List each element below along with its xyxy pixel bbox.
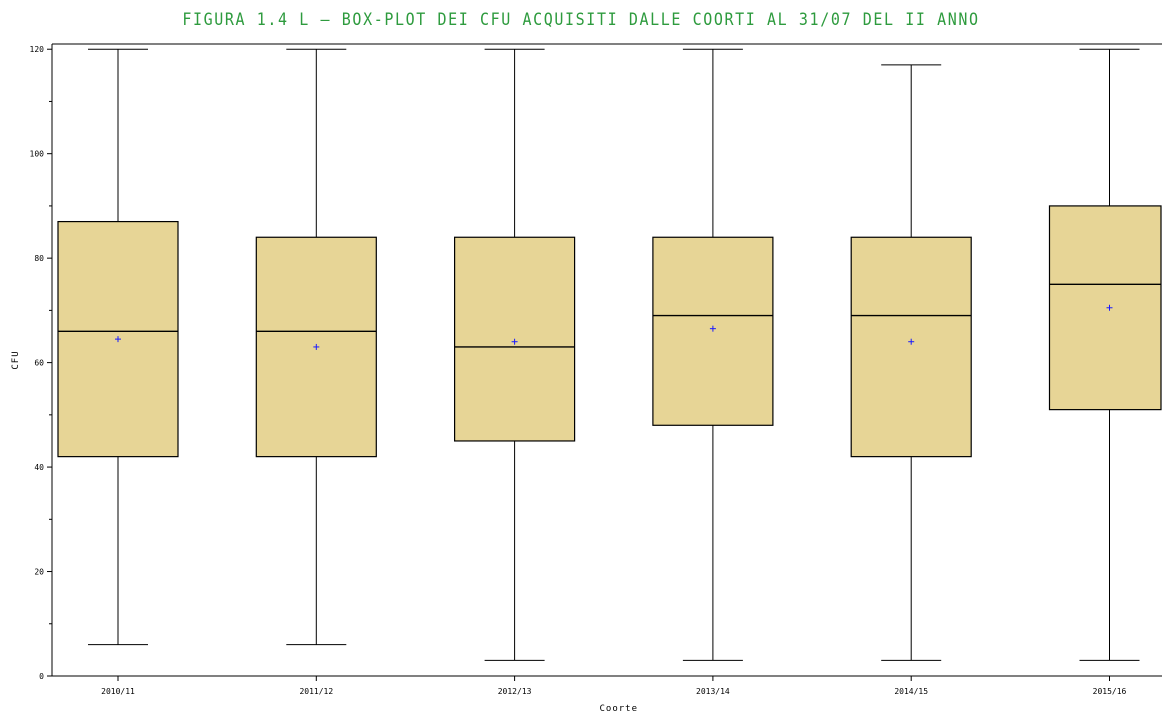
iqr-box bbox=[1048, 205, 1162, 411]
axes: 0 20 40 60 80 100 120 2010/11 2011/12 2012/13 2013… bbox=[30, 43, 1162, 696]
iqr-box bbox=[850, 236, 972, 458]
y-tick-label: 20 bbox=[34, 568, 44, 577]
x-tick-label: 2014/15 bbox=[894, 687, 928, 696]
box-2011-12 bbox=[255, 48, 377, 646]
x-tick-label: 2011/12 bbox=[299, 687, 333, 696]
y-axis-label: CFU bbox=[11, 350, 21, 369]
box-2014-15 bbox=[850, 64, 972, 661]
y-tick-label: 80 bbox=[34, 254, 44, 263]
y-tick-label: 0 bbox=[39, 672, 44, 681]
y-tick-label: 100 bbox=[30, 150, 45, 159]
x-tick-label: 2013/14 bbox=[696, 687, 730, 696]
x-tick-label: 2010/11 bbox=[101, 687, 135, 696]
boxes bbox=[57, 48, 1162, 661]
x-axis-label: Coorte bbox=[599, 704, 638, 713]
y-tick-label: 40 bbox=[34, 463, 44, 472]
x-tick-label: 2012/13 bbox=[498, 687, 532, 696]
box-2013-14 bbox=[652, 48, 774, 661]
chart-title: FIGURA 1.4 L – BOX-PLOT DEI CFU ACQUISIT… bbox=[182, 8, 980, 30]
box-2015-16 bbox=[1048, 48, 1162, 661]
box-2012-13 bbox=[454, 48, 576, 661]
x-tick-label: 2015/16 bbox=[1093, 687, 1127, 696]
y-tick-label: 120 bbox=[30, 45, 45, 54]
box-2010-11 bbox=[57, 48, 179, 646]
y-tick-label: 60 bbox=[34, 359, 44, 368]
